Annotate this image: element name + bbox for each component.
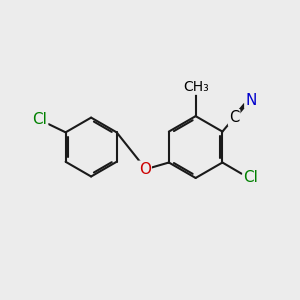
Text: Cl: Cl	[244, 170, 258, 185]
Text: N: N	[245, 93, 257, 108]
Text: CH₃: CH₃	[183, 80, 208, 94]
Text: Cl: Cl	[32, 112, 47, 128]
Text: C: C	[229, 110, 239, 125]
Text: O: O	[139, 162, 151, 177]
